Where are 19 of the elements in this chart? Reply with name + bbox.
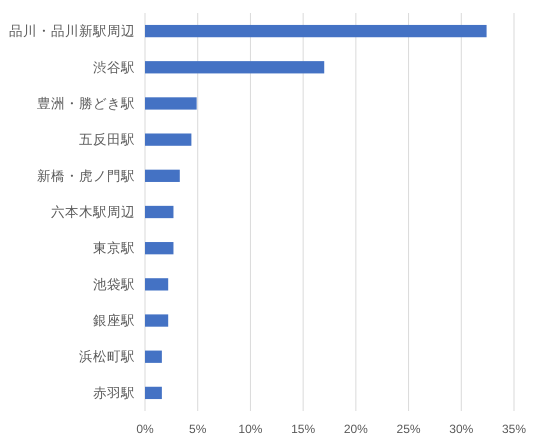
tick-label: 5% bbox=[189, 422, 206, 436]
tick-label: 15% bbox=[291, 422, 316, 436]
tick-label: 0% bbox=[136, 422, 154, 436]
category-label: 豊洲・勝どき駅 bbox=[37, 96, 135, 111]
tick-label: 30% bbox=[449, 422, 474, 436]
tick-label: 35% bbox=[502, 422, 526, 436]
tick-label: 25% bbox=[396, 422, 421, 436]
category-label: 銀座駅 bbox=[93, 313, 135, 328]
category-label: 品川・品川新駅周辺 bbox=[9, 24, 135, 39]
category-label: 赤羽駅 bbox=[93, 385, 135, 400]
category-label: 浜松町駅 bbox=[79, 349, 135, 364]
category-label: 渋谷駅 bbox=[93, 60, 135, 75]
category-label: 新橋・虎ノ門駅 bbox=[37, 168, 135, 184]
tick-label: 20% bbox=[344, 422, 368, 436]
category-label: 六本木駅周辺 bbox=[51, 204, 135, 220]
category-label: 池袋駅 bbox=[93, 276, 135, 292]
tick-label: 10% bbox=[238, 422, 262, 436]
category-label: 五反田駅 bbox=[79, 132, 135, 148]
category-label: 東京駅 bbox=[93, 240, 135, 256]
